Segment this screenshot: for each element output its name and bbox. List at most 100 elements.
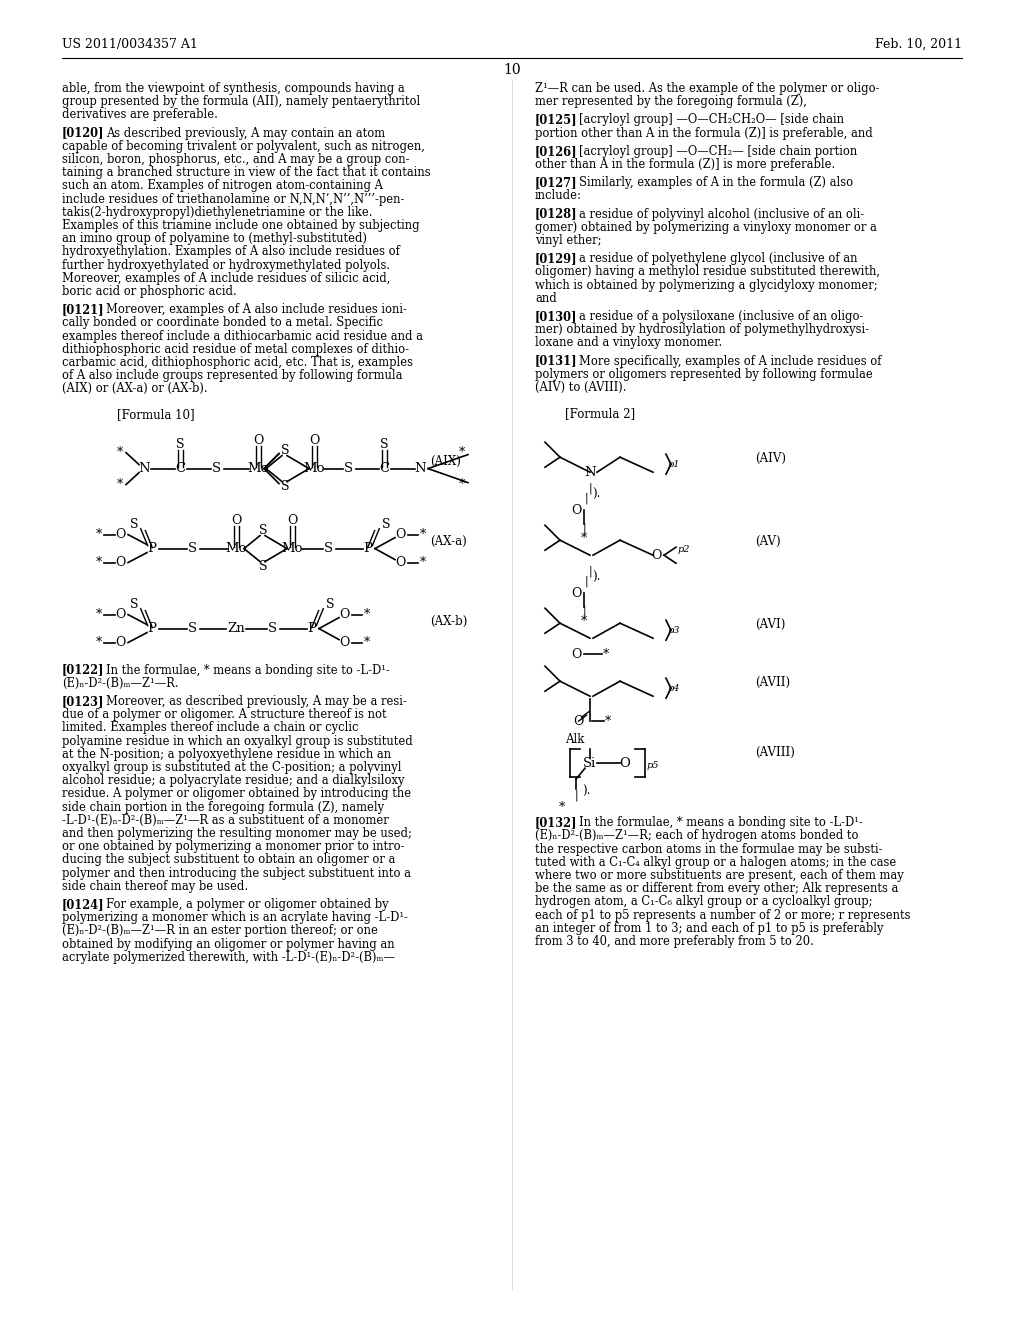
Text: Mo: Mo	[303, 462, 325, 475]
Text: S: S	[281, 480, 289, 494]
Text: *: *	[96, 636, 102, 649]
Text: O: O	[287, 513, 297, 527]
Text: |: |	[588, 565, 592, 577]
Text: [0126]: [0126]	[535, 145, 578, 158]
Text: *: *	[581, 615, 587, 628]
Text: (AV): (AV)	[755, 535, 780, 548]
Text: C: C	[175, 462, 185, 475]
Text: *: *	[364, 636, 370, 649]
Text: ).: ).	[592, 572, 600, 585]
Text: and: and	[535, 292, 557, 305]
Text: *: *	[364, 609, 370, 622]
Text: ).: ).	[592, 488, 600, 502]
Text: *: *	[96, 609, 102, 622]
Text: takis(2-hydroxypropyl)diethylenetriamine or the like.: takis(2-hydroxypropyl)diethylenetriamine…	[62, 206, 373, 219]
Text: silicon, boron, phosphorus, etc., and A may be a group con-: silicon, boron, phosphorus, etc., and A …	[62, 153, 410, 166]
Text: acrylate polymerized therewith, with -L-D¹-(E)ₙ-D²-(B)ₘ—: acrylate polymerized therewith, with -L-…	[62, 950, 395, 964]
Text: (E)ₙ-D²-(B)ₘ—Z¹—R.: (E)ₙ-D²-(B)ₘ—Z¹—R.	[62, 677, 178, 690]
Text: oxyalkyl group is substituted at the C-position; a polyvinyl: oxyalkyl group is substituted at the C-p…	[62, 762, 401, 774]
Text: N: N	[138, 462, 150, 475]
Text: a residue of a polysiloxane (inclusive of an oligo-: a residue of a polysiloxane (inclusive o…	[579, 310, 863, 323]
Text: (AX-b): (AX-b)	[430, 615, 467, 627]
Text: *: *	[603, 648, 609, 661]
Text: -L-D¹-(E)ₙ-D²-(B)ₘ—Z¹—R as a substituent of a monomer: -L-D¹-(E)ₙ-D²-(B)ₘ—Z¹—R as a substituent…	[62, 814, 389, 826]
Text: S: S	[211, 462, 220, 475]
Text: O: O	[570, 648, 582, 661]
Text: [Formula 2]: [Formula 2]	[565, 407, 635, 420]
Text: S: S	[259, 524, 267, 537]
Text: O: O	[570, 504, 582, 516]
Text: (AVIII): (AVIII)	[755, 746, 795, 759]
Text: p2: p2	[678, 545, 690, 554]
Text: ducing the subject substituent to obtain an oligomer or a: ducing the subject substituent to obtain…	[62, 854, 395, 866]
Text: [0124]: [0124]	[62, 898, 104, 911]
Text: [0125]: [0125]	[535, 114, 578, 127]
Text: *: *	[117, 446, 123, 459]
Text: (E)ₙ-D²-(B)ₘ—Z¹—R; each of hydrogen atoms bonded to: (E)ₙ-D²-(B)ₘ—Z¹—R; each of hydrogen atom…	[535, 829, 858, 842]
Text: S: S	[187, 622, 197, 635]
Text: gomer) obtained by polymerizing a vinyloxy monomer or a: gomer) obtained by polymerizing a vinylo…	[535, 220, 877, 234]
Text: (AIX) or (AX-a) or (AX-b).: (AIX) or (AX-a) or (AX-b).	[62, 383, 208, 396]
Text: taining a branched structure in view of the fact that it contains: taining a branched structure in view of …	[62, 166, 431, 180]
Text: N: N	[584, 466, 596, 479]
Text: capable of becoming trivalent or polyvalent, such as nitrogen,: capable of becoming trivalent or polyval…	[62, 140, 425, 153]
Text: US 2011/0034357 A1: US 2011/0034357 A1	[62, 38, 198, 51]
Text: S: S	[326, 598, 334, 611]
Text: at the N-position; a polyoxyethylene residue in which an: at the N-position; a polyoxyethylene res…	[62, 748, 391, 760]
Text: Z¹—R can be used. As the example of the polymer or oligo-: Z¹—R can be used. As the example of the …	[535, 82, 880, 95]
Text: O: O	[253, 434, 263, 447]
Text: S: S	[130, 598, 138, 611]
Text: *: *	[96, 556, 102, 569]
Text: [0132]: [0132]	[535, 816, 578, 829]
Text: include:: include:	[535, 189, 582, 202]
Text: ).: ).	[582, 785, 591, 799]
Text: *: *	[420, 528, 426, 541]
Text: O: O	[395, 528, 406, 541]
Text: O: O	[309, 434, 319, 447]
Text: (AVI): (AVI)	[755, 618, 785, 631]
Text: O: O	[620, 756, 631, 770]
Text: p5: p5	[647, 762, 659, 770]
Text: |: |	[583, 523, 586, 535]
Text: *: *	[420, 556, 426, 569]
Text: In the formulae, * means a bonding site to -L-D¹-: In the formulae, * means a bonding site …	[579, 816, 863, 829]
Text: S: S	[281, 444, 289, 457]
Text: |: |	[574, 789, 578, 801]
Text: side chain thereof may be used.: side chain thereof may be used.	[62, 880, 248, 892]
Text: an imino group of polyamine to (methyl-substituted): an imino group of polyamine to (methyl-s…	[62, 232, 367, 246]
Text: Feb. 10, 2011: Feb. 10, 2011	[874, 38, 962, 51]
Text: O: O	[339, 609, 349, 622]
Text: due of a polymer or oligomer. A structure thereof is not: due of a polymer or oligomer. A structur…	[62, 709, 387, 721]
Text: S: S	[259, 560, 267, 573]
Text: S: S	[343, 462, 352, 475]
Text: or one obtained by polymerizing a monomer prior to intro-: or one obtained by polymerizing a monome…	[62, 841, 404, 853]
Text: (E)ₙ-D²-(B)ₘ—Z¹—R in an ester portion thereof; or one: (E)ₙ-D²-(B)ₘ—Z¹—R in an ester portion th…	[62, 924, 378, 937]
Text: polymer and then introducing the subject substituent into a: polymer and then introducing the subject…	[62, 867, 411, 879]
Text: [0130]: [0130]	[535, 310, 578, 323]
Text: the respective carbon atoms in the formulae may be substi-: the respective carbon atoms in the formu…	[535, 842, 883, 855]
Text: O: O	[230, 513, 242, 527]
Text: p3: p3	[668, 626, 681, 635]
Text: polymers or oligomers represented by following formulae: polymers or oligomers represented by fol…	[535, 368, 872, 380]
Text: [0131]: [0131]	[535, 355, 578, 367]
Text: More specifically, examples of A include residues of: More specifically, examples of A include…	[579, 355, 882, 367]
Text: [0129]: [0129]	[535, 252, 578, 265]
Text: loxane and a vinyloxy monomer.: loxane and a vinyloxy monomer.	[535, 337, 722, 350]
Text: side chain portion in the foregoing formula (Z), namely: side chain portion in the foregoing form…	[62, 801, 384, 813]
Text: other than A in the formula (Z)] is more preferable.: other than A in the formula (Z)] is more…	[535, 158, 836, 172]
Text: Examples of this triamine include one obtained by subjecting: Examples of this triamine include one ob…	[62, 219, 420, 232]
Text: *: *	[581, 532, 587, 545]
Text: |: |	[584, 492, 588, 504]
Text: In the formulae, * means a bonding site to -L-D¹-: In the formulae, * means a bonding site …	[106, 664, 390, 677]
Text: S: S	[324, 543, 333, 556]
Text: hydroxyethylation. Examples of A also include residues of: hydroxyethylation. Examples of A also in…	[62, 246, 400, 259]
Text: |: |	[583, 606, 586, 616]
Text: O: O	[570, 586, 582, 599]
Text: C: C	[379, 462, 389, 475]
Text: |: |	[584, 576, 588, 587]
Text: (AIX): (AIX)	[430, 454, 461, 467]
Text: Moreover, examples of A also include residues ioni-: Moreover, examples of A also include res…	[106, 304, 407, 317]
Text: [0121]: [0121]	[62, 304, 104, 317]
Text: S: S	[130, 517, 138, 531]
Text: where two or more substituents are present, each of them may: where two or more substituents are prese…	[535, 869, 904, 882]
